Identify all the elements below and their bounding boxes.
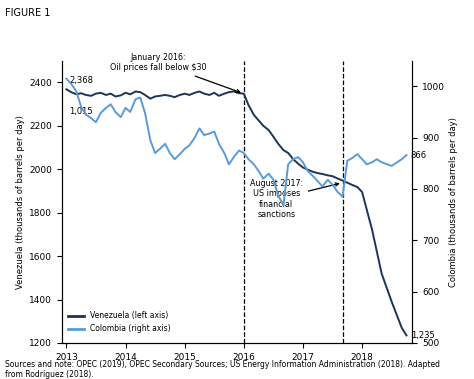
- Legend: Venezuela (left axis), Colombia (right axis): Venezuela (left axis), Colombia (right a…: [65, 309, 173, 336]
- Text: 1,015: 1,015: [69, 107, 93, 116]
- Text: 1,235: 1,235: [410, 331, 434, 340]
- Y-axis label: Venezuela (thousands of barrels per day): Venezuela (thousands of barrels per day): [16, 115, 25, 289]
- Text: Sources and note: OPEC (2019), OPEC Secondary Sources; US Energy Information Adm: Sources and note: OPEC (2019), OPEC Seco…: [5, 360, 440, 379]
- Text: January 2016:
Oil prices fall below $30: January 2016: Oil prices fall below $30: [110, 53, 240, 92]
- Y-axis label: Colombia (thousands of barrels per day): Colombia (thousands of barrels per day): [449, 117, 458, 287]
- Text: FIGURE 1: FIGURE 1: [5, 8, 50, 17]
- Text: 866: 866: [410, 150, 427, 160]
- Text: August 2017:
US imposes
financial
sanctions: August 2017: US imposes financial sancti…: [250, 179, 338, 219]
- Text: Venezuela and Colombia Oil Production, 2013–18: Venezuela and Colombia Oil Production, 2…: [5, 34, 293, 44]
- Text: 2,368: 2,368: [69, 75, 93, 85]
